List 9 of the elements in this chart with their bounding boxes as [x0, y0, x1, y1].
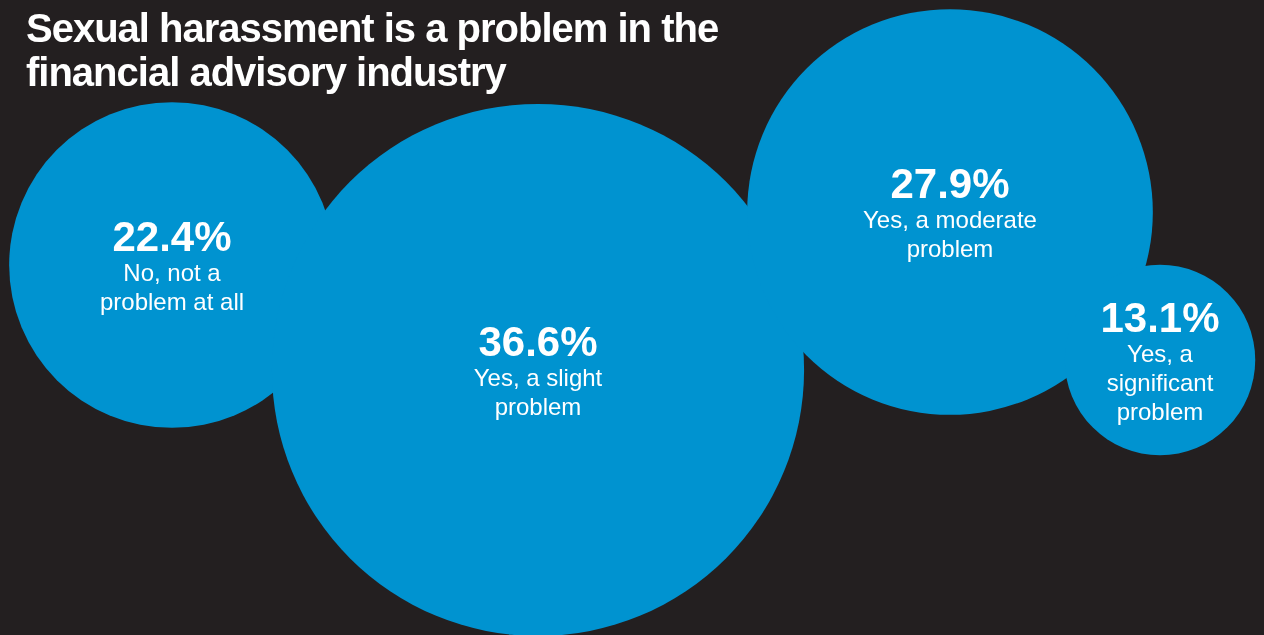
- data-label: 13.1%: [1100, 293, 1220, 341]
- data-label: 22.4%: [112, 213, 232, 260]
- category-label: No, not a problem at all: [99, 259, 245, 315]
- data-label: 27.9%: [890, 160, 1010, 207]
- category-label: Yes, a slight problem: [473, 364, 603, 420]
- category-label: Yes, a moderate problem: [863, 206, 1037, 262]
- text: Sexual harassment is a problem in the financial advisory industry: [26, 6, 720, 94]
- data-label: 36.6%: [478, 318, 598, 365]
- category-label: Yes, a significant problem: [1106, 339, 1214, 425]
